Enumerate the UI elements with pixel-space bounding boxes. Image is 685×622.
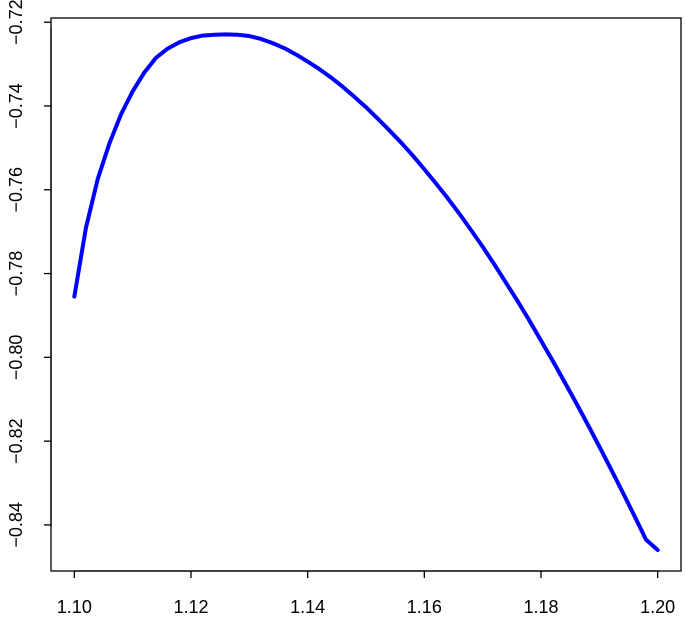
x-tick-label: 1.18 <box>523 597 558 617</box>
y-axis: −0.72 −0.74 −0.76 −0.78 −0.80 −0.82 −0.84 <box>6 0 52 548</box>
y-tick-label: −0.72 <box>6 0 26 45</box>
plot-frame <box>50 17 682 572</box>
y-tick-label: −0.78 <box>6 251 26 297</box>
y-tick-label: −0.84 <box>6 502 26 548</box>
series-layer <box>72 32 660 553</box>
y-tick-label: −0.76 <box>6 167 26 213</box>
x-tick-label: 1.10 <box>57 597 92 617</box>
x-tick-label: 1.14 <box>290 597 325 617</box>
x-tick-label: 1.12 <box>173 597 208 617</box>
y-tick-label: −0.74 <box>6 83 26 129</box>
x-axis: 1.10 1.12 1.14 1.16 1.18 1.20 <box>57 570 675 617</box>
x-tick-label: 1.16 <box>407 597 442 617</box>
y-tick-label: −0.82 <box>6 418 26 464</box>
x-tick-label: 1.20 <box>640 597 675 617</box>
y-tick-label: −0.80 <box>6 335 26 381</box>
series-line <box>72 32 660 553</box>
